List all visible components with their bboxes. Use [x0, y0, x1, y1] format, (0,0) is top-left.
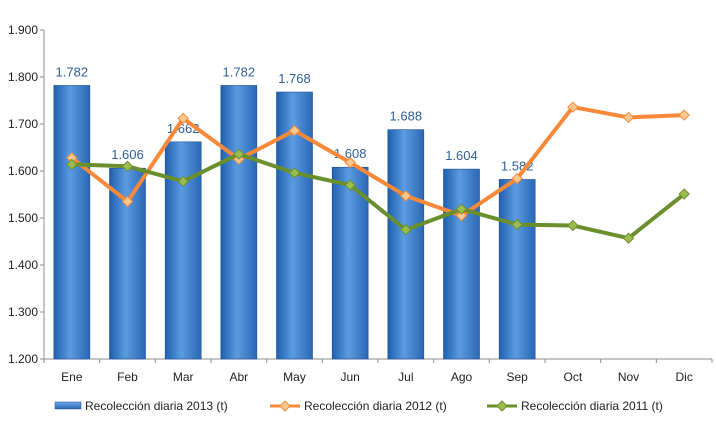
- bar-data-label: 1.688: [390, 109, 423, 124]
- y-tick-label: 1.900: [8, 23, 38, 37]
- x-tick-label: Jul: [398, 370, 413, 384]
- y-tick-label: 1.200: [8, 352, 38, 366]
- series-point-1: [678, 109, 690, 121]
- legend: Recolección diaria 2013 (t) Recolección d…: [54, 399, 663, 413]
- series-line-2: [69, 152, 687, 241]
- series-point-2: [511, 218, 523, 231]
- legend-swatch-marker: [279, 400, 291, 412]
- series-point-1: [622, 111, 635, 124]
- x-tick-label: Oct: [563, 370, 582, 384]
- bar: [443, 168, 480, 360]
- series-point-2: [622, 232, 635, 244]
- y-tick-label: 1.800: [8, 70, 38, 84]
- x-tick-label: May: [283, 370, 306, 384]
- y-tick-label: 1.400: [8, 258, 38, 272]
- bar-data-label: 1.604: [445, 148, 478, 163]
- line-series: [66, 101, 690, 244]
- series-point-2: [288, 167, 301, 179]
- y-axis: 1.200 1.300 1.400 1.500 1.600 1.700 1.800 1.900: [8, 23, 45, 366]
- bar-series: [53, 85, 536, 360]
- series-point-2: [66, 158, 78, 171]
- series-point-2: [344, 179, 356, 191]
- x-axis: Ene Feb Mar Abr May Jun Jul Ago Sep Oct Nov Dic: [43, 358, 713, 384]
- bar: [220, 85, 258, 360]
- series-point-1: [121, 195, 134, 208]
- legend-label: Recolección diaria 2012 (t): [304, 399, 447, 413]
- series-point-2: [233, 148, 245, 160]
- x-tick-label: Mar: [173, 370, 194, 384]
- legend-label: Recolección diaria 2013 (t): [85, 399, 228, 413]
- series-point-1: [400, 190, 412, 202]
- series-point-1: [455, 209, 468, 222]
- y-tick-label: 1.700: [8, 117, 38, 131]
- x-tick-label: Ene: [61, 370, 83, 384]
- bar: [331, 166, 369, 360]
- series-point-2: [455, 203, 468, 215]
- series-point-2: [400, 224, 412, 236]
- series-point-2: [678, 188, 690, 200]
- series-point-1: [288, 124, 301, 137]
- y-tick-label: 1.600: [8, 164, 38, 178]
- bar: [498, 179, 536, 360]
- bar-data-label: 1.606: [111, 147, 144, 162]
- series-point-1: [567, 101, 579, 113]
- x-tick-label: Ago: [451, 370, 473, 384]
- x-tick-label: Sep: [506, 370, 528, 384]
- series-line-1: [69, 105, 687, 218]
- x-tick-label: Feb: [117, 370, 138, 384]
- series-point-2: [567, 219, 579, 232]
- series-point-2: [177, 175, 189, 188]
- series-point-1: [344, 156, 356, 169]
- series-point-1: [177, 112, 189, 125]
- x-tick-label: Abr: [229, 370, 248, 384]
- y-tick-label: 1.500: [8, 211, 38, 225]
- bar-data-label: 1.768: [278, 71, 311, 86]
- bar: [53, 85, 91, 360]
- x-tick-label: Nov: [618, 370, 639, 384]
- y-tick-label: 1.300: [8, 305, 38, 319]
- legend-swatch-marker: [496, 400, 508, 412]
- bar-data-label: 1.782: [56, 64, 89, 79]
- series-point-2: [121, 160, 134, 173]
- x-tick-label: Dic: [675, 370, 692, 384]
- bar-data-label: 1.782: [223, 64, 256, 79]
- x-tick-label: Jun: [340, 370, 359, 384]
- bar: [387, 129, 425, 360]
- legend-swatch-bar: [54, 401, 82, 410]
- legend-label: Recolección diaria 2011 (t): [521, 399, 663, 413]
- series-point-1: [511, 172, 523, 185]
